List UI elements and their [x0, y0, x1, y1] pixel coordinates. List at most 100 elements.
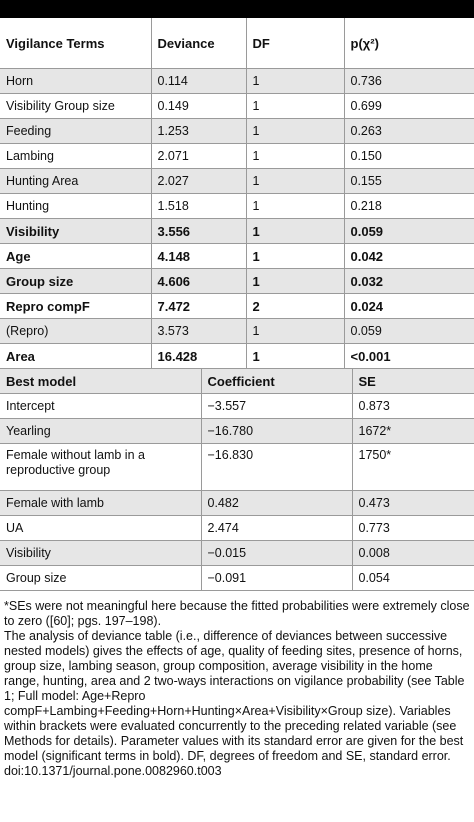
term-cell: Hunting Area: [0, 168, 152, 194]
table-row: Feeding 1.253 1 0.263: [0, 118, 474, 144]
deviance-cell: 2.071: [151, 143, 247, 169]
p-value-cell: 0.736: [344, 68, 474, 94]
coefficient-cell: 0.482: [201, 490, 353, 516]
term-cell: Area: [0, 343, 152, 368]
table-row: Lambing 2.071 1 0.150: [0, 143, 474, 169]
deviance-cell: 16.428: [151, 343, 247, 368]
df-cell: 1: [246, 118, 345, 144]
coefficient-cell: −3.557: [201, 393, 353, 419]
table-row: Horn 0.114 1 0.736: [0, 68, 474, 94]
p-value-cell: 0.218: [344, 193, 474, 219]
deviance-cell: 4.606: [151, 268, 247, 294]
term-cell: Visibility Group size: [0, 93, 152, 119]
term-cell: Hunting: [0, 193, 152, 219]
table-row: UA 2.474 0.773: [0, 515, 474, 541]
term-cell: Age: [0, 243, 152, 269]
coefficient-cell: 2.474: [201, 515, 353, 541]
term-cell: (Repro): [0, 318, 152, 344]
coefficient-cell: −0.091: [201, 565, 353, 591]
top-bar: [0, 0, 474, 18]
p-value-cell: 0.032: [344, 268, 474, 294]
p-value-cell: 0.059: [344, 318, 474, 344]
df-cell: 2: [246, 293, 345, 319]
table-row: Hunting Area 2.027 1 0.155: [0, 168, 474, 194]
df-cell: 1: [246, 243, 345, 269]
term-cell: Repro compF: [0, 293, 152, 319]
deviance-table-body: Horn 0.114 1 0.736 Visibility Group size 0.14…: [0, 68, 474, 368]
header-vigilance-terms: Vigilance Terms: [0, 18, 152, 69]
df-cell: 1: [246, 218, 345, 244]
table-row: Yearling −16.780 1672*: [0, 418, 474, 444]
df-cell: 1: [246, 68, 345, 94]
table-row: (Repro) 3.573 1 0.059: [0, 318, 474, 344]
doi-text: doi:10.1371/journal.pone.0082960.t003: [4, 764, 222, 778]
deviance-cell: 2.027: [151, 168, 247, 194]
deviance-cell: 7.472: [151, 293, 247, 319]
term-cell: UA: [0, 515, 202, 541]
footnote-se: *SEs were not meaningful here because th…: [4, 599, 470, 628]
p-value-cell: 0.042: [344, 243, 474, 269]
term-cell: Visibility: [0, 540, 202, 566]
table-row: Female with lamb 0.482 0.473: [0, 490, 474, 516]
header-df: DF: [246, 18, 345, 69]
df-cell: 1: [246, 318, 345, 344]
deviance-table: Vigilance Terms Deviance DF p(χ²) Horn 0.…: [0, 18, 474, 368]
term-cell: Horn: [0, 68, 152, 94]
deviance-table-header: Vigilance Terms Deviance DF p(χ²): [0, 18, 474, 69]
term-cell: Intercept: [0, 393, 202, 419]
df-cell: 1: [246, 268, 345, 294]
se-cell: 1672*: [352, 418, 474, 444]
p-value-cell: 0.155: [344, 168, 474, 194]
header-deviance: Deviance: [151, 18, 247, 69]
header-best-model: Best model: [0, 368, 202, 394]
se-cell: 0.473: [352, 490, 474, 516]
term-cell: Group size: [0, 268, 152, 294]
deviance-cell: 3.556: [151, 218, 247, 244]
term-cell: Female without lamb in a reproductive gr…: [0, 443, 202, 491]
deviance-cell: 1.518: [151, 193, 247, 219]
header-p-chi2: p(χ²): [350, 35, 379, 51]
table-row: Hunting 1.518 1 0.218: [0, 193, 474, 219]
table-notes: *SEs were not meaningful here because th…: [0, 591, 474, 779]
se-cell: 0.008: [352, 540, 474, 566]
table-description: The analysis of deviance table (i.e., di…: [4, 629, 465, 763]
p-value-cell: 0.263: [344, 118, 474, 144]
deviance-cell: 3.573: [151, 318, 247, 344]
deviance-cell: 0.149: [151, 93, 247, 119]
table-row: Visibility Group size 0.149 1 0.699: [0, 93, 474, 119]
p-value-cell: 0.699: [344, 93, 474, 119]
coefficient-cell: −16.780: [201, 418, 353, 444]
deviance-cell: 4.148: [151, 243, 247, 269]
table-row: Group size −0.091 0.054: [0, 565, 474, 591]
table-row: Area 16.428 1 <0.001: [0, 343, 474, 368]
table-row: Age 4.148 1 0.042: [0, 243, 474, 269]
df-cell: 1: [246, 168, 345, 194]
deviance-cell: 1.253: [151, 118, 247, 144]
p-value-cell: 0.150: [344, 143, 474, 169]
coefficient-cell: −16.830: [201, 443, 353, 491]
term-cell: Lambing: [0, 143, 152, 169]
se-cell: 0.773: [352, 515, 474, 541]
table-row: Intercept −3.557 0.873: [0, 393, 474, 419]
table-row: Visibility −0.015 0.008: [0, 540, 474, 566]
term-cell: Female with lamb: [0, 490, 202, 516]
header-coefficient: Coefficient: [201, 368, 353, 394]
deviance-cell: 0.114: [151, 68, 247, 94]
df-cell: 1: [246, 193, 345, 219]
table-row: Female without lamb in a reproductive gr…: [0, 443, 474, 491]
best-model-body: Intercept −3.557 0.873 Yearling −16.780 1672*…: [0, 393, 474, 591]
p-value-cell: 0.059: [344, 218, 474, 244]
term-cell: Feeding: [0, 118, 152, 144]
best-model-header: Best model Coefficient SE: [0, 368, 474, 394]
term-cell: Group size: [0, 565, 202, 591]
best-model-table: Best model Coefficient SE Intercept −3.55…: [0, 368, 474, 591]
se-cell: 0.054: [352, 565, 474, 591]
p-value-cell: 0.024: [344, 293, 474, 319]
table-row: Group size 4.606 1 0.032: [0, 268, 474, 294]
table-row: Repro compF 7.472 2 0.024: [0, 293, 474, 319]
df-cell: 1: [246, 143, 345, 169]
p-value-cell: <0.001: [344, 343, 474, 368]
df-cell: 1: [246, 343, 345, 368]
se-cell: 0.873: [352, 393, 474, 419]
term-cell: Visibility: [0, 218, 152, 244]
